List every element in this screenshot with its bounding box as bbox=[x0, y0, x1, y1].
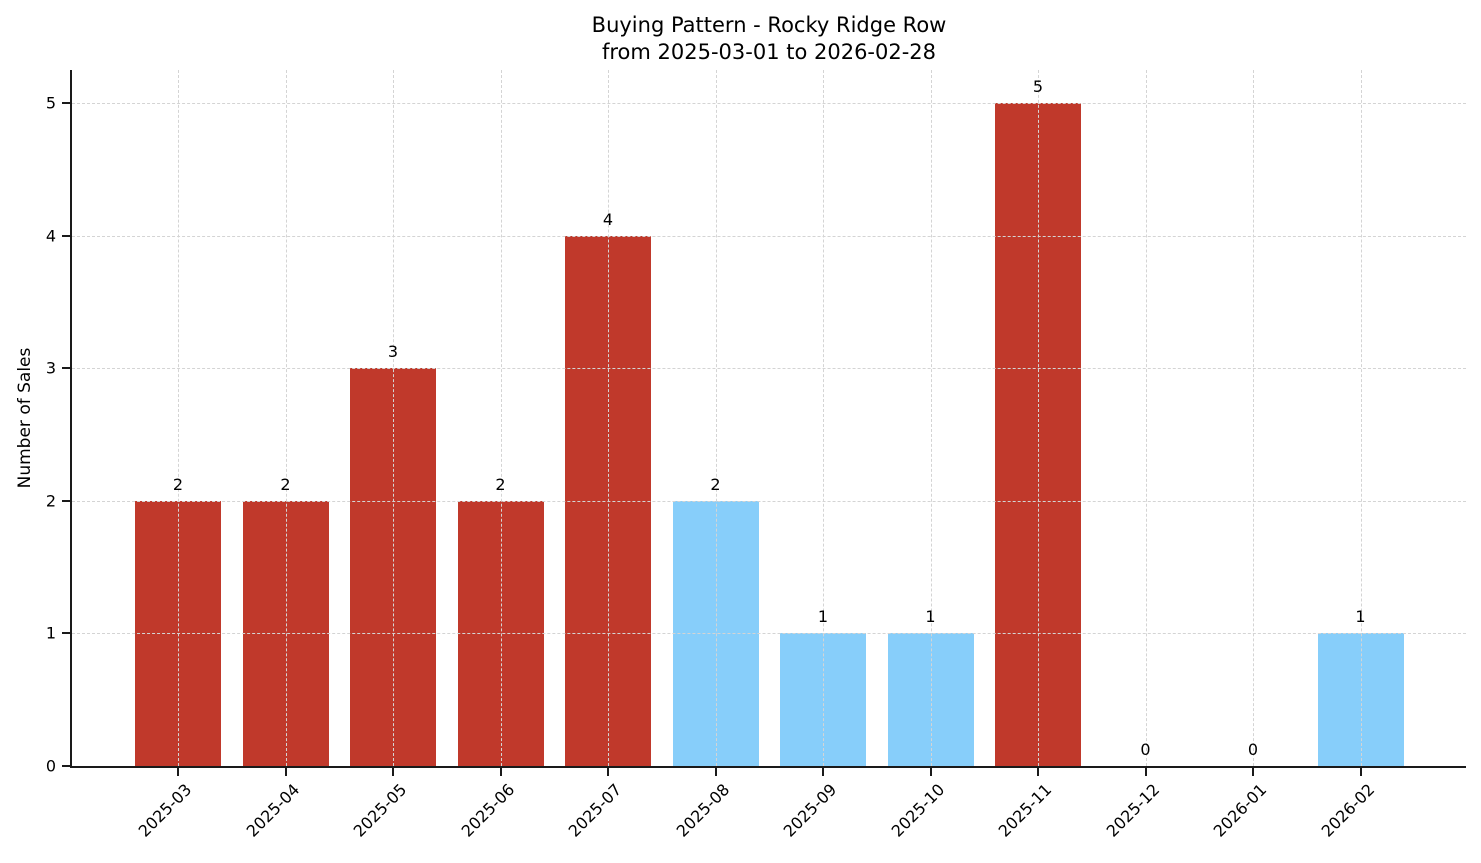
y-tick-mark bbox=[62, 499, 70, 502]
x-tick-label: 2025-05 bbox=[349, 780, 411, 841]
y-tick-label: 0 bbox=[45, 756, 56, 776]
x-tick-label: 2025-03 bbox=[134, 780, 196, 841]
gridline-vertical bbox=[930, 70, 932, 766]
chart-title: Buying Pattern - Rocky Ridge Row bbox=[591, 13, 947, 37]
bar-value-label: 4 bbox=[602, 209, 614, 229]
y-tick-mark bbox=[62, 632, 70, 635]
gridline-vertical bbox=[500, 70, 502, 766]
x-tick-mark bbox=[1252, 768, 1254, 776]
gridline-vertical bbox=[1038, 70, 1039, 766]
x-tick-mark bbox=[1359, 768, 1362, 776]
bar-value-label: 2 bbox=[710, 474, 721, 494]
x-tick-label: 2025-11 bbox=[994, 780, 1056, 841]
gridline-vertical bbox=[1145, 70, 1147, 766]
y-tick-label: 4 bbox=[45, 226, 56, 246]
plot-area: 2 2025-03 2 2025-04 3 2025-05 2 2025-06 4 2025-07… bbox=[46, 70, 1466, 841]
y-tick-mark bbox=[62, 102, 70, 105]
y-tick-label: 3 bbox=[45, 358, 56, 378]
chart-subtitle: from 2025-03-01 to 2026-02-28 bbox=[601, 40, 937, 64]
gridline-horizontal bbox=[72, 500, 1466, 502]
bar-value-label: 1 bbox=[1355, 607, 1366, 627]
y-tick-mark bbox=[62, 367, 70, 370]
x-tick-label: 2025-06 bbox=[457, 780, 518, 841]
gridline-horizontal bbox=[72, 103, 1466, 105]
bar-value-label: 2 bbox=[280, 474, 291, 494]
gridline-vertical bbox=[1360, 70, 1362, 766]
bar-value-label: 3 bbox=[387, 342, 399, 362]
y-tick-label: 1 bbox=[45, 623, 56, 643]
x-tick-mark bbox=[1144, 768, 1147, 776]
gridline-horizontal bbox=[72, 235, 1466, 237]
gridline-horizontal bbox=[72, 633, 1466, 635]
x-tick-label: 2026-01 bbox=[1209, 780, 1271, 841]
bar-value-label: 1 bbox=[925, 607, 936, 627]
x-tick-mark bbox=[177, 768, 179, 776]
x-tick-label: 2025-10 bbox=[887, 780, 948, 841]
bar-value-label: 5 bbox=[1032, 77, 1044, 97]
x-tick-mark bbox=[499, 768, 502, 776]
y-tick-label: 2 bbox=[45, 491, 56, 511]
x-tick-mark bbox=[822, 768, 824, 776]
gridline-vertical bbox=[178, 70, 179, 766]
x-tick-mark bbox=[714, 768, 717, 776]
gridline-vertical bbox=[608, 70, 609, 766]
y-tick-label: 5 bbox=[45, 93, 56, 113]
bar-value-label: 1 bbox=[817, 607, 829, 627]
gridline-horizontal bbox=[72, 368, 1466, 370]
gridline-vertical bbox=[823, 70, 824, 766]
gridline-vertical bbox=[1253, 70, 1254, 766]
x-tick-mark bbox=[607, 768, 609, 776]
bar-value-label: 0 bbox=[1247, 740, 1259, 759]
x-tick-label: 2025-07 bbox=[564, 780, 626, 841]
x-tick-mark bbox=[1037, 768, 1039, 776]
bar-value-label: 0 bbox=[1140, 740, 1151, 759]
bar-value-label: 2 bbox=[172, 474, 184, 494]
gridline-vertical bbox=[715, 70, 717, 766]
x-tick-label: 2026-02 bbox=[1317, 780, 1378, 841]
x-tick-label: 2025-08 bbox=[672, 780, 733, 841]
x-tick-label: 2025-12 bbox=[1102, 780, 1163, 841]
x-tick-label: 2025-09 bbox=[779, 780, 841, 841]
y-tick-mark bbox=[62, 765, 70, 767]
gridline-vertical bbox=[393, 70, 394, 766]
x-tick-label: 2025-04 bbox=[242, 780, 303, 841]
bar-value-label: 2 bbox=[495, 474, 506, 494]
x-axis-line bbox=[70, 766, 1466, 768]
y-axis-line bbox=[70, 70, 72, 768]
x-tick-mark bbox=[392, 768, 394, 776]
y-tick-mark bbox=[62, 234, 70, 237]
chart-title-block: Buying Pattern - Rocky Ridge Row from 20… bbox=[72, 12, 1466, 66]
x-tick-mark bbox=[284, 768, 287, 776]
gridline-vertical bbox=[285, 70, 287, 766]
x-tick-mark bbox=[929, 768, 932, 776]
